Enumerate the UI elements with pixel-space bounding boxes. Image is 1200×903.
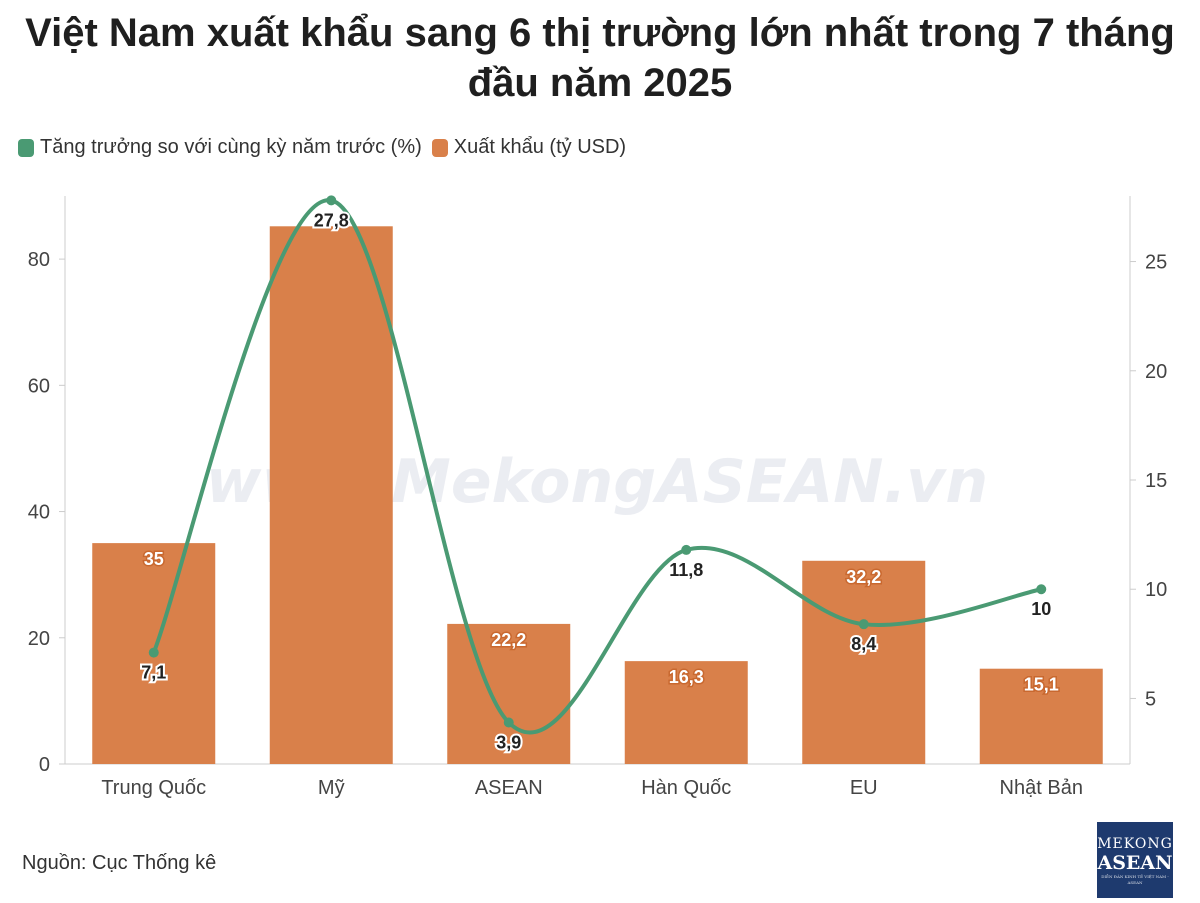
y-left-tick-label: 40 [28,502,50,524]
growth-data-label: 27,8 [314,210,349,230]
growth-point-2 [503,717,514,728]
growth-data-label: 7,1 [141,663,166,683]
x-tick-label: EU [850,777,878,799]
bar-data-label: 22,2 [491,630,526,650]
bar-data-label: 35 [144,549,164,569]
mekong-asean-logo: MEKONG ASEAN DIỄN ĐÀN KINH TẾ VIỆT NAM -… [1097,822,1173,898]
y-right-tick-label: 25 [1145,252,1167,274]
logo-line-2: ASEAN [1097,852,1173,874]
bar-3 [624,661,748,764]
x-tick-label: Trung Quốc [101,777,206,799]
x-tick-label: Mỹ [318,777,345,799]
growth-point-0 [148,647,159,658]
legend-item-export[interactable]: Xuất khẩu (tỷ USD) [431,136,627,159]
legend-label-export: Xuất khẩu (tỷ USD) [453,136,627,158]
growth-data-label: 11,8 [669,560,703,580]
y-left-tick-label: 60 [28,375,50,397]
y-left-tick-label: 0 [39,754,50,776]
bar-data-label: 16,3 [669,667,704,687]
y-right-tick-label: 10 [1145,579,1167,601]
y-right-tick-label: 20 [1145,361,1167,383]
x-tick-label: Nhật Bản [1000,777,1083,799]
x-tick-label: Hàn Quốc [641,777,731,799]
logo-line-3: DIỄN ĐÀN KINH TẾ VIỆT NAM - ASEAN [1101,874,1169,885]
growth-point-5 [1036,584,1047,595]
growth-data-label: 3,9 [496,732,521,752]
bar-4 [802,560,926,764]
y-right-tick-label: 15 [1145,470,1167,492]
legend: Tăng trưởng so với cùng kỳ năm trước (%)… [18,136,626,159]
y-right-tick-label: 5 [1145,688,1156,710]
growth-data-label: 8,4 [851,634,876,654]
growth-point-1 [326,195,337,206]
logo-line-1: MEKONG [1097,836,1173,852]
growth-data-label: 10 [1031,599,1051,619]
bar-1 [269,226,393,764]
bar-data-label: 32,2 [846,567,881,587]
legend-label-growth: Tăng trưởng so với cùng kỳ năm trước (%) [40,136,422,158]
legend-swatch-growth [18,138,34,157]
x-tick-label: ASEAN [475,777,543,799]
y-left-tick-label: 20 [28,628,50,650]
y-left-tick-label: 80 [28,249,50,271]
bar-2 [447,623,571,764]
bar-5 [979,668,1103,764]
chart-title: Việt Nam xuất khẩu sang 6 thị trường lớn… [25,11,1175,105]
legend-swatch-export [431,138,448,157]
legend-item-growth[interactable]: Tăng trưởng so với cùng kỳ năm trước (%) [18,136,422,159]
growth-point-3 [681,544,692,555]
growth-point-4 [858,619,869,630]
bar-data-label: 15,1 [1024,675,1059,695]
source-note: Nguồn: Cục Thống kê [22,852,217,874]
